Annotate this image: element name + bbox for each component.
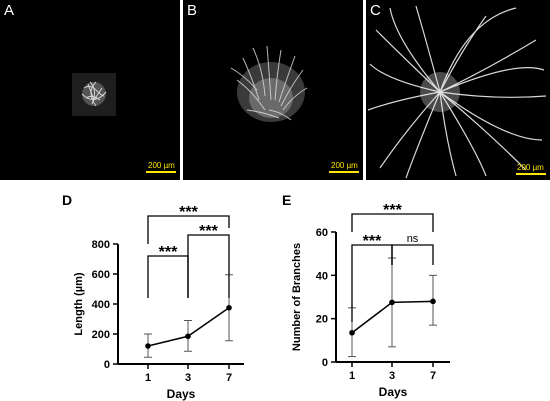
length-chart-data-point xyxy=(145,343,151,349)
micrograph-b-image xyxy=(230,45,308,122)
branches-chart-significance-label: *** xyxy=(363,233,382,250)
branches-chart-significance-label: *** xyxy=(383,202,402,219)
length-chart-data-point xyxy=(226,304,232,311)
branches-chart-y-tick-label: 0 xyxy=(322,357,328,369)
branches-chart-y-tick-label: 20 xyxy=(316,314,328,326)
length-chart-y-tick-label: 600 xyxy=(92,269,110,281)
length-chart-data-point xyxy=(185,333,191,340)
panel-letter-e: E xyxy=(282,192,292,208)
branches-chart-data-point xyxy=(430,298,436,305)
panel-letter-c: C xyxy=(370,2,381,19)
length-chart-x-axis-label: Days xyxy=(167,387,196,401)
branches-chart-y-axis-label: Number of Branches xyxy=(291,243,303,351)
length-chart-significance-bracket xyxy=(147,255,189,298)
length-chart-y-tick-label: 200 xyxy=(92,329,110,341)
length-chart-y-tick-label: 800 xyxy=(92,239,110,251)
length-chart-y-tick-label: 400 xyxy=(92,299,110,311)
scale-bar-b xyxy=(329,171,359,173)
branches-chart-data-point xyxy=(389,299,395,306)
length-chart-significance-label: *** xyxy=(159,244,178,261)
branches-chart-x-tick-label: 1 xyxy=(349,370,355,382)
length-chart-significance-label: *** xyxy=(199,223,218,240)
scale-label-c: 200 µm xyxy=(517,163,544,172)
panel-letter-b: B xyxy=(187,2,198,19)
branches-chart-significance-bracket xyxy=(391,244,434,265)
length-chart-x-tick-label: 3 xyxy=(185,372,191,384)
micrograph-panel-a: A 200 µm xyxy=(0,0,180,180)
branches-chart-x-tick-label: 3 xyxy=(389,370,395,382)
branches-chart-y-tick-label: 60 xyxy=(316,227,328,239)
scale-label-b: 200 µm xyxy=(331,161,358,170)
branches-chart-x-tick-label: 7 xyxy=(430,370,436,382)
length-chart-x-tick-label: 7 xyxy=(226,372,232,384)
branches-chart: 0 20 40 60 1 3 7 Days Number of Branches *** ns *** xyxy=(291,202,450,399)
scale-bar-a xyxy=(146,171,176,173)
branches-chart-data-point xyxy=(349,329,355,336)
micrograph-a-image xyxy=(72,73,116,116)
micrograph-panel-b: B 200 µm xyxy=(183,0,363,180)
length-chart-significance-bracket xyxy=(147,215,230,244)
micrograph-c-image xyxy=(367,5,547,179)
branches-chart-significance-bracket xyxy=(351,213,434,232)
branches-chart-y-tick-label: 40 xyxy=(316,270,328,282)
scale-bar-c xyxy=(516,173,546,175)
micrograph-panel-c: C 200 µm xyxy=(366,0,550,180)
length-chart-y-axis-label: Length (µm) xyxy=(73,272,85,335)
scale-label-a: 200 µm xyxy=(148,161,175,170)
branches-chart-x-axis-label: Days xyxy=(379,385,408,399)
length-chart-significance-bracket xyxy=(187,234,230,298)
branches-chart-significance-label: ns xyxy=(407,233,419,245)
panel-letter-a: A xyxy=(4,2,15,19)
branches-chart-significance-bracket xyxy=(351,244,393,322)
length-chart-x-tick-label: 1 xyxy=(145,372,151,384)
length-chart-y-tick-label: 0 xyxy=(104,359,110,371)
length-chart-significance-label: *** xyxy=(179,204,198,221)
panel-letter-d: D xyxy=(62,192,73,208)
